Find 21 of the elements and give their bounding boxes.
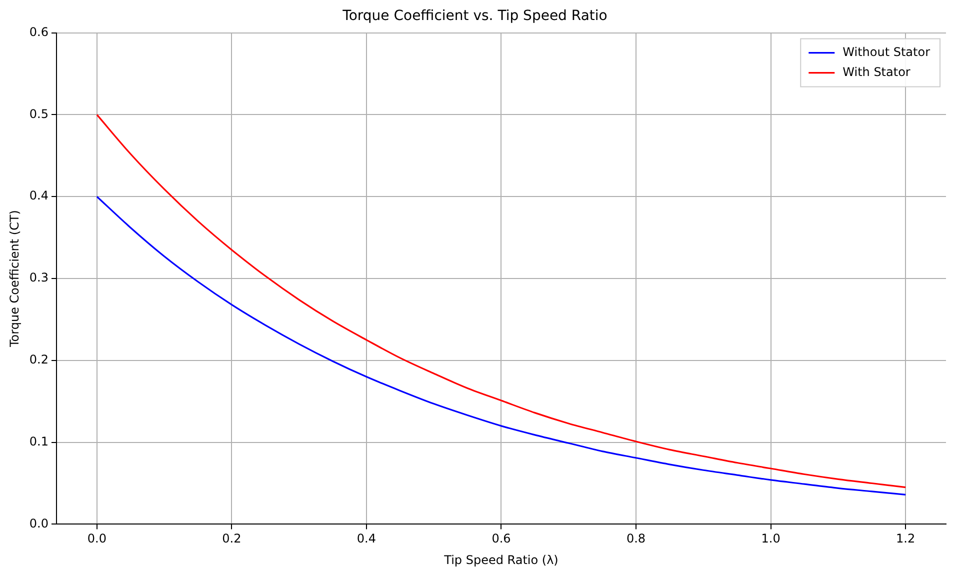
line-series — [96, 196, 906, 496]
y-tick-label: 0.0 — [29, 516, 48, 530]
x-tick-label: 0.4 — [356, 532, 376, 546]
x-tick-label: 1.0 — [761, 532, 780, 546]
x-tick-label: 0.2 — [222, 532, 242, 546]
x-tick-label: 1.2 — [896, 532, 916, 546]
chart-title: Torque Coefficient vs. Tip Speed Ratio — [342, 8, 608, 24]
y-tick-label: 0.5 — [29, 106, 48, 121]
x-tick-label: 0.0 — [87, 532, 106, 546]
x-tick-label: 0.8 — [626, 532, 646, 546]
legend-label: With Stator — [842, 64, 910, 79]
legend-label: Without Stator — [842, 44, 930, 59]
y-tick-label: 0.1 — [29, 434, 48, 448]
x-tick-label: 0.6 — [492, 532, 511, 546]
y-tick-label: 0.2 — [29, 352, 48, 367]
y-tick-label: 0.6 — [29, 24, 48, 39]
x-axis-title: Tip Speed Ratio (λ) — [443, 552, 558, 567]
y-axis-title: Torque Coefficient (CT) — [7, 210, 22, 348]
line-series — [96, 114, 906, 488]
y-tick-label: 0.3 — [29, 270, 48, 285]
y-tick-label: 0.4 — [29, 188, 48, 203]
